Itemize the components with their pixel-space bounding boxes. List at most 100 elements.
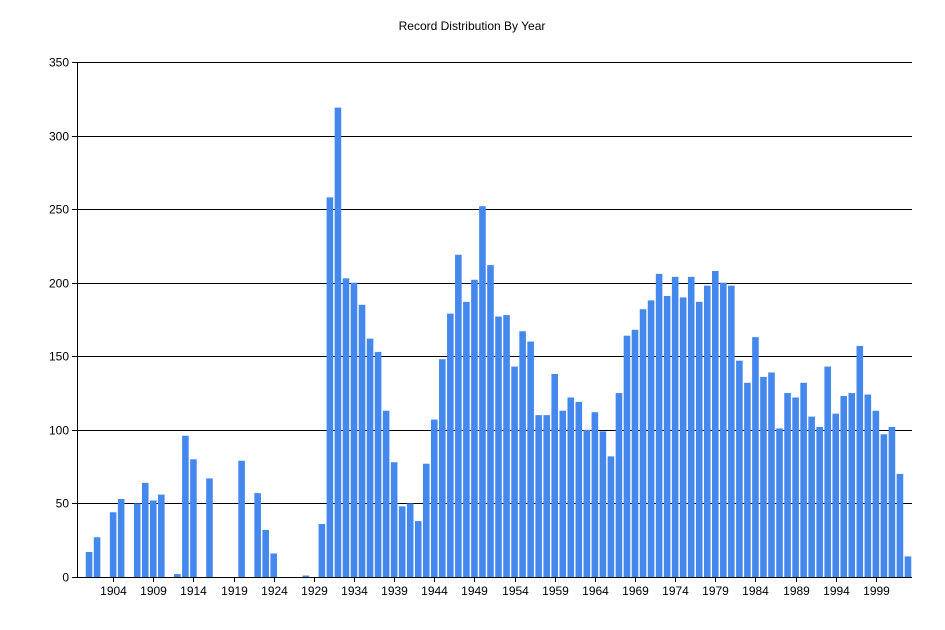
bar-1972	[655, 273, 663, 577]
bars	[85, 107, 912, 578]
bar-1999	[872, 410, 880, 577]
bar-1904	[109, 512, 117, 577]
y-tick-label: 150	[49, 350, 69, 364]
bar-1958	[543, 415, 550, 577]
axes	[77, 62, 912, 578]
bar-1969	[631, 329, 639, 577]
y-tick-label: 0	[62, 571, 69, 585]
y-tick-label: 200	[49, 277, 69, 291]
bar-1977	[695, 301, 703, 577]
bar-1973	[663, 295, 671, 577]
bar-1997	[856, 345, 864, 577]
bar-1913	[182, 435, 189, 577]
x-tick-label: 1934	[341, 584, 368, 598]
bar-1934	[350, 282, 358, 577]
bar-1923	[262, 529, 269, 577]
x-tick-label: 1914	[180, 584, 207, 598]
bar-1914	[190, 459, 197, 577]
bar-1933	[342, 278, 350, 577]
bar-1955	[519, 331, 526, 577]
x-tick-label: 1924	[261, 584, 288, 598]
gridlines	[77, 62, 912, 504]
bar-1964	[591, 412, 599, 577]
x-tick-label: 1909	[140, 584, 167, 598]
x-tick-label: 1944	[421, 584, 448, 598]
bar-1968	[623, 335, 631, 577]
bar-1996	[848, 393, 856, 577]
bar-1939	[390, 462, 398, 577]
bar-1902	[93, 537, 101, 577]
bar-1974	[671, 276, 679, 577]
y-tick-label: 50	[56, 497, 70, 511]
bar-1986	[768, 372, 775, 577]
bar-1966	[607, 456, 615, 577]
bar-1992	[816, 426, 823, 577]
bar-1965	[599, 431, 607, 577]
bar-2001	[888, 426, 896, 577]
bar-1971	[647, 300, 655, 577]
bar-1980	[720, 282, 727, 577]
bar-1916	[206, 478, 213, 577]
bar-1946	[447, 313, 454, 577]
x-tick-label: 1959	[542, 584, 569, 598]
bar-1937	[374, 351, 382, 577]
x-tick-label: 1904	[100, 584, 127, 598]
y-tick-label: 100	[49, 424, 69, 438]
bar-1930	[318, 524, 326, 577]
x-tick-label: 1999	[863, 584, 890, 598]
bar-1975	[679, 297, 687, 577]
bar-1984	[752, 337, 759, 577]
bar-1932	[334, 107, 342, 578]
bar-1982	[736, 360, 743, 577]
bar-1938	[382, 410, 390, 577]
bar-2003	[904, 556, 912, 577]
bar-2000	[880, 434, 888, 577]
bar-1998	[864, 394, 872, 577]
bar-1940	[398, 506, 406, 577]
bar-1957	[535, 415, 542, 577]
bar-1993	[824, 366, 831, 577]
y-tick-label: 250	[49, 203, 69, 217]
bar-1910	[158, 494, 165, 577]
x-axis-ticks: 1904 1909 1914 1919 1924 1929 1934 1939 1944 1949…	[100, 577, 890, 598]
bar-1912	[174, 574, 181, 577]
x-tick-label: 1954	[502, 584, 529, 598]
x-tick-label: 1949	[461, 584, 488, 598]
bar-1942	[414, 521, 422, 577]
bar-1987	[776, 428, 783, 577]
bar-1991	[808, 416, 815, 577]
bar-1908	[141, 482, 149, 577]
x-tick-label: 1984	[742, 584, 769, 598]
bar-1935	[358, 304, 366, 577]
bar-1905	[117, 499, 125, 577]
bar-2002	[896, 474, 904, 577]
bar-1959	[551, 373, 558, 577]
y-axis-ticks: 0 50 100 150 200 250 300 350	[49, 56, 77, 585]
bar-1943	[422, 463, 430, 577]
bar-1990	[800, 382, 807, 577]
bar-1967	[615, 393, 623, 577]
bar-1970	[639, 309, 647, 577]
bar-1922	[254, 493, 261, 577]
x-tick-label: 1939	[381, 584, 408, 598]
bar-1924	[270, 553, 277, 577]
bar-1963	[583, 429, 591, 577]
bar-1956	[527, 341, 534, 577]
chart-title: Record Distribution By Year	[399, 19, 546, 33]
bar-1976	[687, 276, 695, 577]
bar-1931	[326, 197, 334, 577]
x-tick-label: 1979	[702, 584, 729, 598]
x-tick-label: 1969	[622, 584, 649, 598]
x-tick-label: 1989	[783, 584, 810, 598]
bar-1944	[430, 419, 438, 577]
bar-1988	[784, 393, 791, 577]
bar-1995	[840, 396, 848, 577]
bar-1920	[238, 460, 245, 577]
bar-1909	[149, 500, 157, 577]
bar-1961	[567, 397, 575, 577]
bar-1962	[575, 401, 583, 577]
bar-1945	[439, 359, 446, 577]
bar-1951	[487, 265, 494, 577]
bar-1950	[479, 206, 486, 577]
